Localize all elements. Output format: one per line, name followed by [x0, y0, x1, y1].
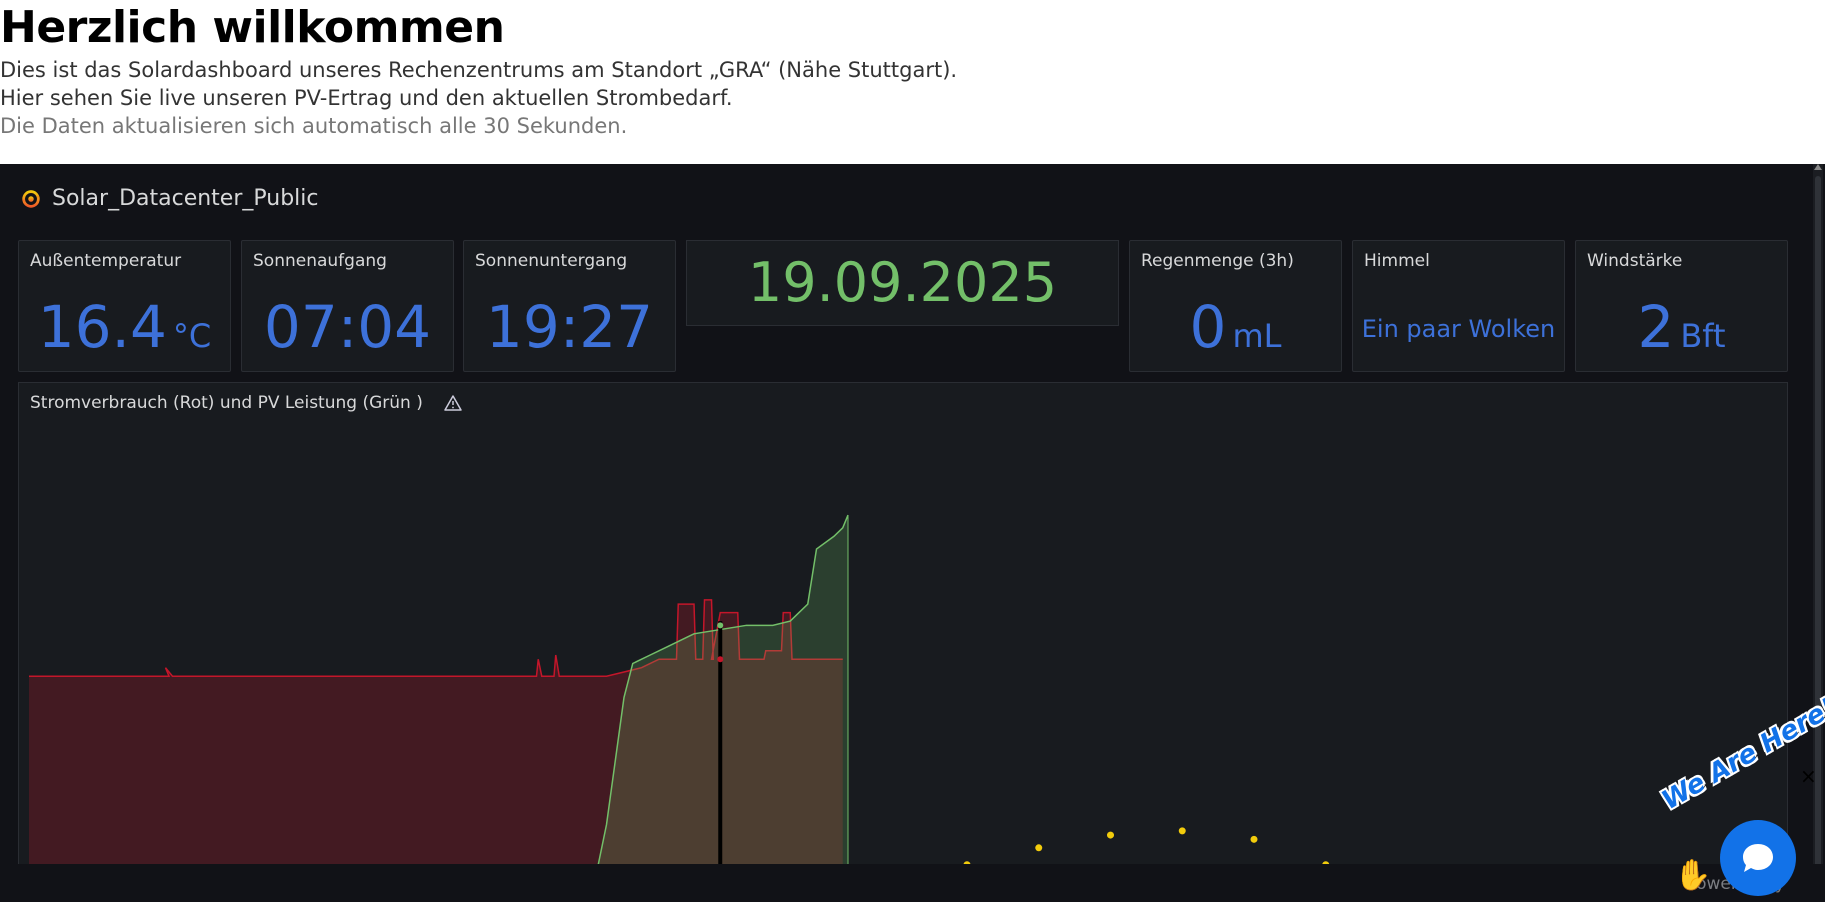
close-icon[interactable]: ×	[1800, 764, 1817, 788]
panel-rain-amount[interactable]: Regenmenge (3h) 0 mL	[1129, 240, 1342, 372]
welcome-heading: Herzlich willkommen	[0, 2, 505, 53]
scrollbar-thumb[interactable]	[1815, 176, 1821, 876]
scroll-up-icon[interactable]	[1814, 164, 1822, 170]
waving-hand-icon: ✋	[1674, 859, 1712, 892]
panel-unit: Bft	[1680, 317, 1726, 355]
panel-title: Außentemperatur	[30, 251, 182, 271]
panel-wind-force[interactable]: Windstärke 2 Bft	[1575, 240, 1788, 372]
panel-date[interactable]: 19.09.2025	[686, 240, 1119, 326]
chart-title: Stromverbrauch (Rot) und PV Leistung (Gr…	[30, 393, 463, 413]
warning-triangle-icon[interactable]	[443, 394, 463, 412]
forecast-point-5	[1107, 831, 1114, 839]
panel-unit: mL	[1232, 317, 1282, 355]
pv-series-line	[597, 514, 849, 868]
power-chart	[29, 514, 1330, 902]
panel-title: Himmel	[1364, 251, 1430, 271]
forecast-point-7	[1250, 835, 1258, 843]
panel-value: 19:27	[485, 293, 654, 361]
panel-sunrise[interactable]: Sonnenaufgang 07:04	[241, 240, 454, 372]
scrollbar[interactable]	[1813, 164, 1823, 902]
panel-power-chart[interactable]: Stromverbrauch (Rot) und PV Leistung (Gr…	[18, 382, 1788, 902]
chart-title-text: Stromverbrauch (Rot) und PV Leistung (Gr…	[30, 393, 423, 413]
panel-value: Ein paar Wolken	[1361, 315, 1556, 343]
forecast-point-4	[1035, 844, 1043, 852]
panel-sunset[interactable]: Sonnenuntergang 19:27	[463, 240, 676, 372]
chat-button[interactable]	[1720, 820, 1796, 896]
dashboard-title[interactable]: Solar_Datacenter_Public	[20, 186, 318, 211]
panel-title: Windstärke	[1587, 251, 1683, 271]
panel-outdoor-temperature[interactable]: Außentemperatur 16.4 °C	[18, 240, 231, 372]
dashboard-title-text: Solar_Datacenter_Public	[52, 186, 319, 211]
consumption-series-area	[29, 599, 843, 867]
panel-sky[interactable]: Himmel Ein paar Wolken	[1352, 240, 1565, 372]
date-value: 19.09.2025	[747, 251, 1058, 314]
intro-text-line-1: Dies ist das Solardashboard unseres Rech…	[0, 58, 958, 82]
panel-unit: °C	[172, 317, 212, 355]
hover-point-0	[717, 622, 724, 629]
dashboard-footer: Powered by	[0, 864, 1825, 902]
intro-text-line-3: Die Daten aktualisieren sich automatisch…	[0, 114, 628, 138]
panel-title: Sonnenaufgang	[253, 251, 387, 271]
panel-value: 2 Bft	[1637, 293, 1726, 361]
forecast-point-6	[1178, 827, 1186, 835]
chat-bubble-icon	[1743, 844, 1773, 872]
pv-series-area	[597, 515, 848, 867]
panel-value: 0 mL	[1189, 293, 1282, 361]
panel-title: Sonnenuntergang	[475, 251, 628, 271]
panel-value: 07:04	[263, 293, 432, 361]
consumption-series-line	[29, 599, 843, 677]
intro-text-line-2: Hier sehen Sie live unseren PV-Ertrag un…	[0, 86, 733, 110]
dashboard-frame: Solar_Datacenter_Public Außentemperatur …	[0, 164, 1825, 902]
panel-value: 16.4 °C	[37, 293, 212, 361]
panel-title: Regenmenge (3h)	[1141, 251, 1294, 271]
hover-point-1	[717, 656, 724, 663]
intro-section: Herzlich willkommen Dies ist das Solarda…	[0, 0, 1825, 164]
grafana-logo-icon	[22, 189, 40, 208]
